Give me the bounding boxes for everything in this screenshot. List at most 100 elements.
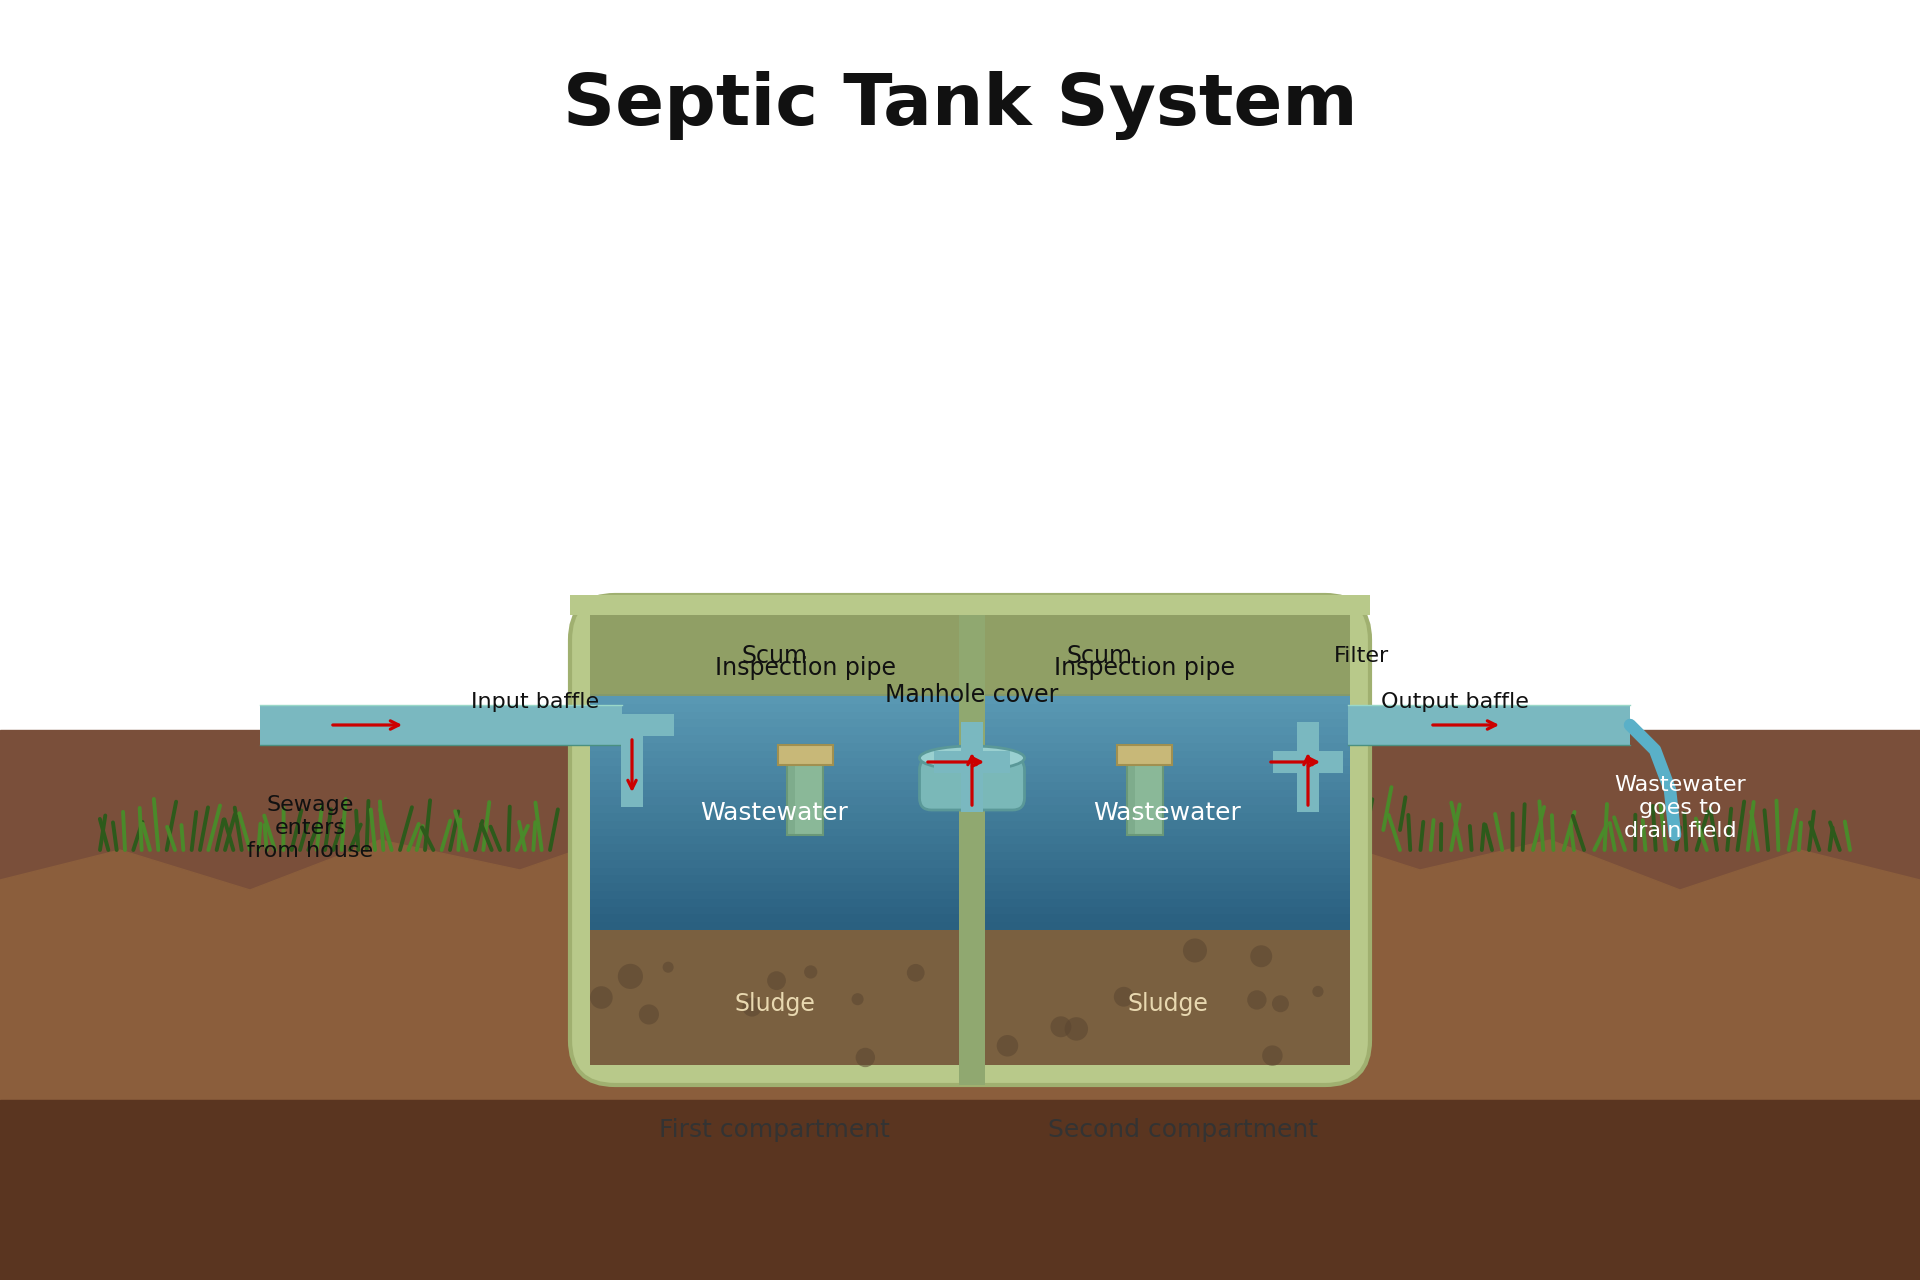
Bar (259, 705, 622, 745)
Circle shape (768, 972, 785, 989)
Bar (985, 835, 1350, 845)
Circle shape (1311, 986, 1323, 997)
Bar (589, 614, 958, 696)
Bar (589, 795, 958, 805)
Bar (985, 764, 1350, 774)
Polygon shape (0, 730, 1920, 1280)
Circle shape (856, 1048, 876, 1068)
Text: Septic Tank System: Septic Tank System (563, 70, 1357, 140)
Bar (589, 780, 958, 790)
Bar (985, 733, 1350, 742)
Text: Wastewater: Wastewater (701, 801, 849, 826)
Bar (985, 913, 1350, 922)
Polygon shape (0, 1100, 1920, 1280)
Bar (985, 741, 1350, 750)
Text: Inspection pipe: Inspection pipe (1054, 657, 1235, 680)
Bar (985, 772, 1350, 782)
Bar (589, 905, 958, 914)
Circle shape (1114, 987, 1133, 1006)
Text: Scum: Scum (741, 644, 808, 667)
Text: Wastewater
goes to
drain field: Wastewater goes to drain field (1615, 774, 1745, 841)
Bar (985, 717, 1350, 727)
Bar (985, 812, 1350, 820)
Bar (589, 881, 958, 891)
Bar (985, 890, 1350, 899)
Circle shape (1050, 1016, 1071, 1037)
Text: Wastewater: Wastewater (1094, 801, 1242, 826)
Bar (589, 913, 958, 922)
Bar (985, 795, 1350, 805)
Text: Scum: Scum (1068, 644, 1133, 667)
Bar (589, 749, 958, 758)
Bar (620, 717, 643, 806)
Bar (1127, 745, 1164, 835)
Text: Sewage
enters
from house: Sewage enters from house (248, 795, 372, 861)
Bar (589, 835, 958, 845)
Bar (985, 842, 1350, 852)
Bar (787, 745, 795, 835)
Bar (589, 787, 958, 797)
Bar (589, 890, 958, 899)
Bar (589, 714, 674, 736)
Bar (985, 931, 1350, 1065)
Bar (985, 858, 1350, 868)
Text: Input baffle: Input baffle (470, 692, 599, 712)
Circle shape (1064, 1018, 1089, 1041)
Circle shape (906, 964, 925, 982)
Bar (958, 595, 985, 1085)
FancyBboxPatch shape (920, 758, 1025, 810)
Bar (589, 819, 958, 828)
Text: Sludge: Sludge (1127, 992, 1208, 1016)
Text: Output baffle: Output baffle (1380, 692, 1528, 712)
Bar (570, 595, 1371, 614)
Circle shape (743, 997, 762, 1016)
Circle shape (1250, 946, 1273, 968)
Text: Sludge: Sludge (733, 992, 814, 1016)
Bar (589, 865, 958, 876)
Circle shape (1248, 991, 1267, 1010)
Text: Filter: Filter (1334, 645, 1390, 666)
Bar (962, 722, 983, 812)
Bar (589, 756, 958, 767)
Bar (985, 726, 1350, 735)
Bar (985, 905, 1350, 914)
Bar (589, 850, 958, 860)
Bar (985, 897, 1350, 906)
Bar (589, 772, 958, 782)
Text: Second compartment: Second compartment (1048, 1117, 1317, 1142)
Bar (985, 920, 1350, 931)
Bar (589, 812, 958, 820)
Bar (985, 819, 1350, 828)
Bar (589, 858, 958, 868)
Ellipse shape (920, 746, 1025, 771)
Bar (589, 709, 958, 719)
Bar (589, 733, 958, 742)
Bar (589, 701, 958, 712)
Bar (985, 756, 1350, 767)
Polygon shape (0, 826, 1920, 1280)
Bar (589, 741, 958, 750)
Bar (1298, 722, 1319, 812)
FancyBboxPatch shape (570, 595, 1371, 1085)
Bar (985, 827, 1350, 836)
Bar (1117, 745, 1173, 765)
Circle shape (1261, 1046, 1283, 1066)
Bar (985, 701, 1350, 712)
Bar (589, 873, 958, 883)
Bar (778, 745, 833, 765)
Text: First compartment: First compartment (659, 1117, 891, 1142)
Bar (985, 780, 1350, 790)
Bar (1273, 751, 1342, 773)
Bar (787, 745, 824, 835)
Bar (589, 920, 958, 931)
Text: Manhole cover: Manhole cover (885, 684, 1058, 707)
Bar (933, 751, 1010, 773)
Bar (985, 709, 1350, 719)
Bar (589, 764, 958, 774)
Bar (985, 850, 1350, 860)
Bar (589, 694, 958, 704)
Circle shape (804, 965, 818, 979)
Circle shape (1183, 938, 1208, 963)
Bar (589, 717, 958, 727)
Bar (985, 614, 1350, 696)
